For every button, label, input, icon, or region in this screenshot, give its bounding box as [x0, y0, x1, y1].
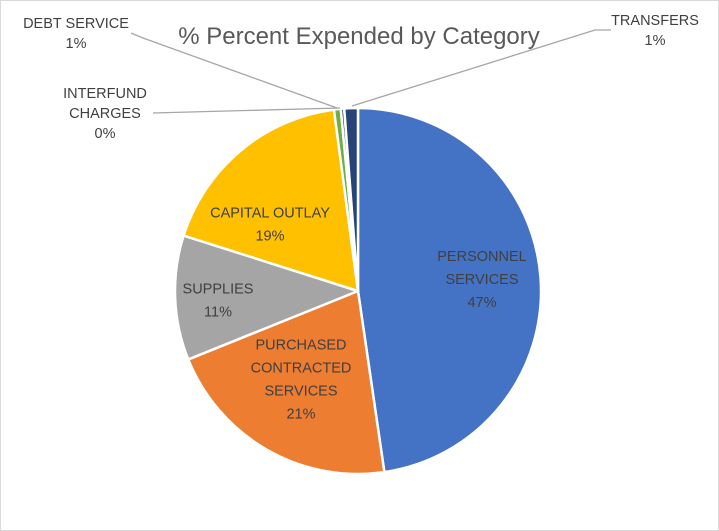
data-label-line: CAPITAL OUTLAY	[210, 206, 330, 222]
data-label-line: CHARGES	[69, 106, 141, 122]
data-label-line: 1%	[66, 36, 87, 52]
leader-lines	[130, 29, 611, 114]
data-label-purchased-contracted-services: PURCHASED CONTRACTED SERVICES 21%	[251, 338, 352, 423]
pie-slice-capital-outlay	[182, 108, 360, 293]
pie-slice-transfers	[342, 106, 360, 293]
data-label-line: 47%	[467, 295, 496, 311]
data-label-line: 0%	[95, 126, 116, 142]
data-label-line: TRANSFERS	[611, 13, 699, 29]
data-label-interfund-charges: INTERFUND CHARGES 0%	[63, 86, 147, 142]
data-label-line: CONTRACTED	[251, 361, 352, 377]
data-label-line: 1%	[645, 33, 666, 49]
slice-labels: PERSONNEL SERVICES 47% PURCHASED CONTRACTED S…	[23, 13, 699, 423]
pie-slice-personnel-services	[356, 106, 543, 474]
data-label-supplies: SUPPLIES 11%	[183, 282, 254, 321]
data-label-line: INTERFUND	[63, 86, 147, 102]
data-label-line: DEBT SERVICE	[23, 16, 129, 32]
leader-line-transfers	[351, 29, 611, 107]
data-label-line: 19%	[255, 229, 284, 245]
data-label-line: 21%	[286, 407, 315, 423]
pie-slice-purchased-contracted-services	[187, 289, 386, 476]
data-label-debt-service: DEBT SERVICE 1%	[23, 16, 129, 52]
leader-line-debt-service	[130, 32, 338, 109]
data-label-line: PURCHASED	[255, 338, 346, 354]
data-label-line: SERVICES	[445, 272, 518, 288]
data-label-personnel-services: PERSONNEL SERVICES 47%	[437, 249, 526, 311]
leader-line-interfund-charges	[152, 107, 341, 114]
data-label-line: 11%	[204, 305, 232, 321]
data-label-line: SUPPLIES	[183, 282, 254, 298]
chart-title: % Percent Expended by Category	[178, 23, 540, 50]
pie-slices	[173, 106, 543, 476]
data-label-line: PERSONNEL	[437, 249, 526, 265]
data-label-line: SERVICES	[264, 384, 337, 400]
pie-slice-supplies	[173, 234, 360, 361]
data-label-transfers: TRANSFERS 1%	[611, 13, 699, 49]
data-label-capital-outlay: CAPITAL OUTLAY 19%	[210, 206, 330, 245]
